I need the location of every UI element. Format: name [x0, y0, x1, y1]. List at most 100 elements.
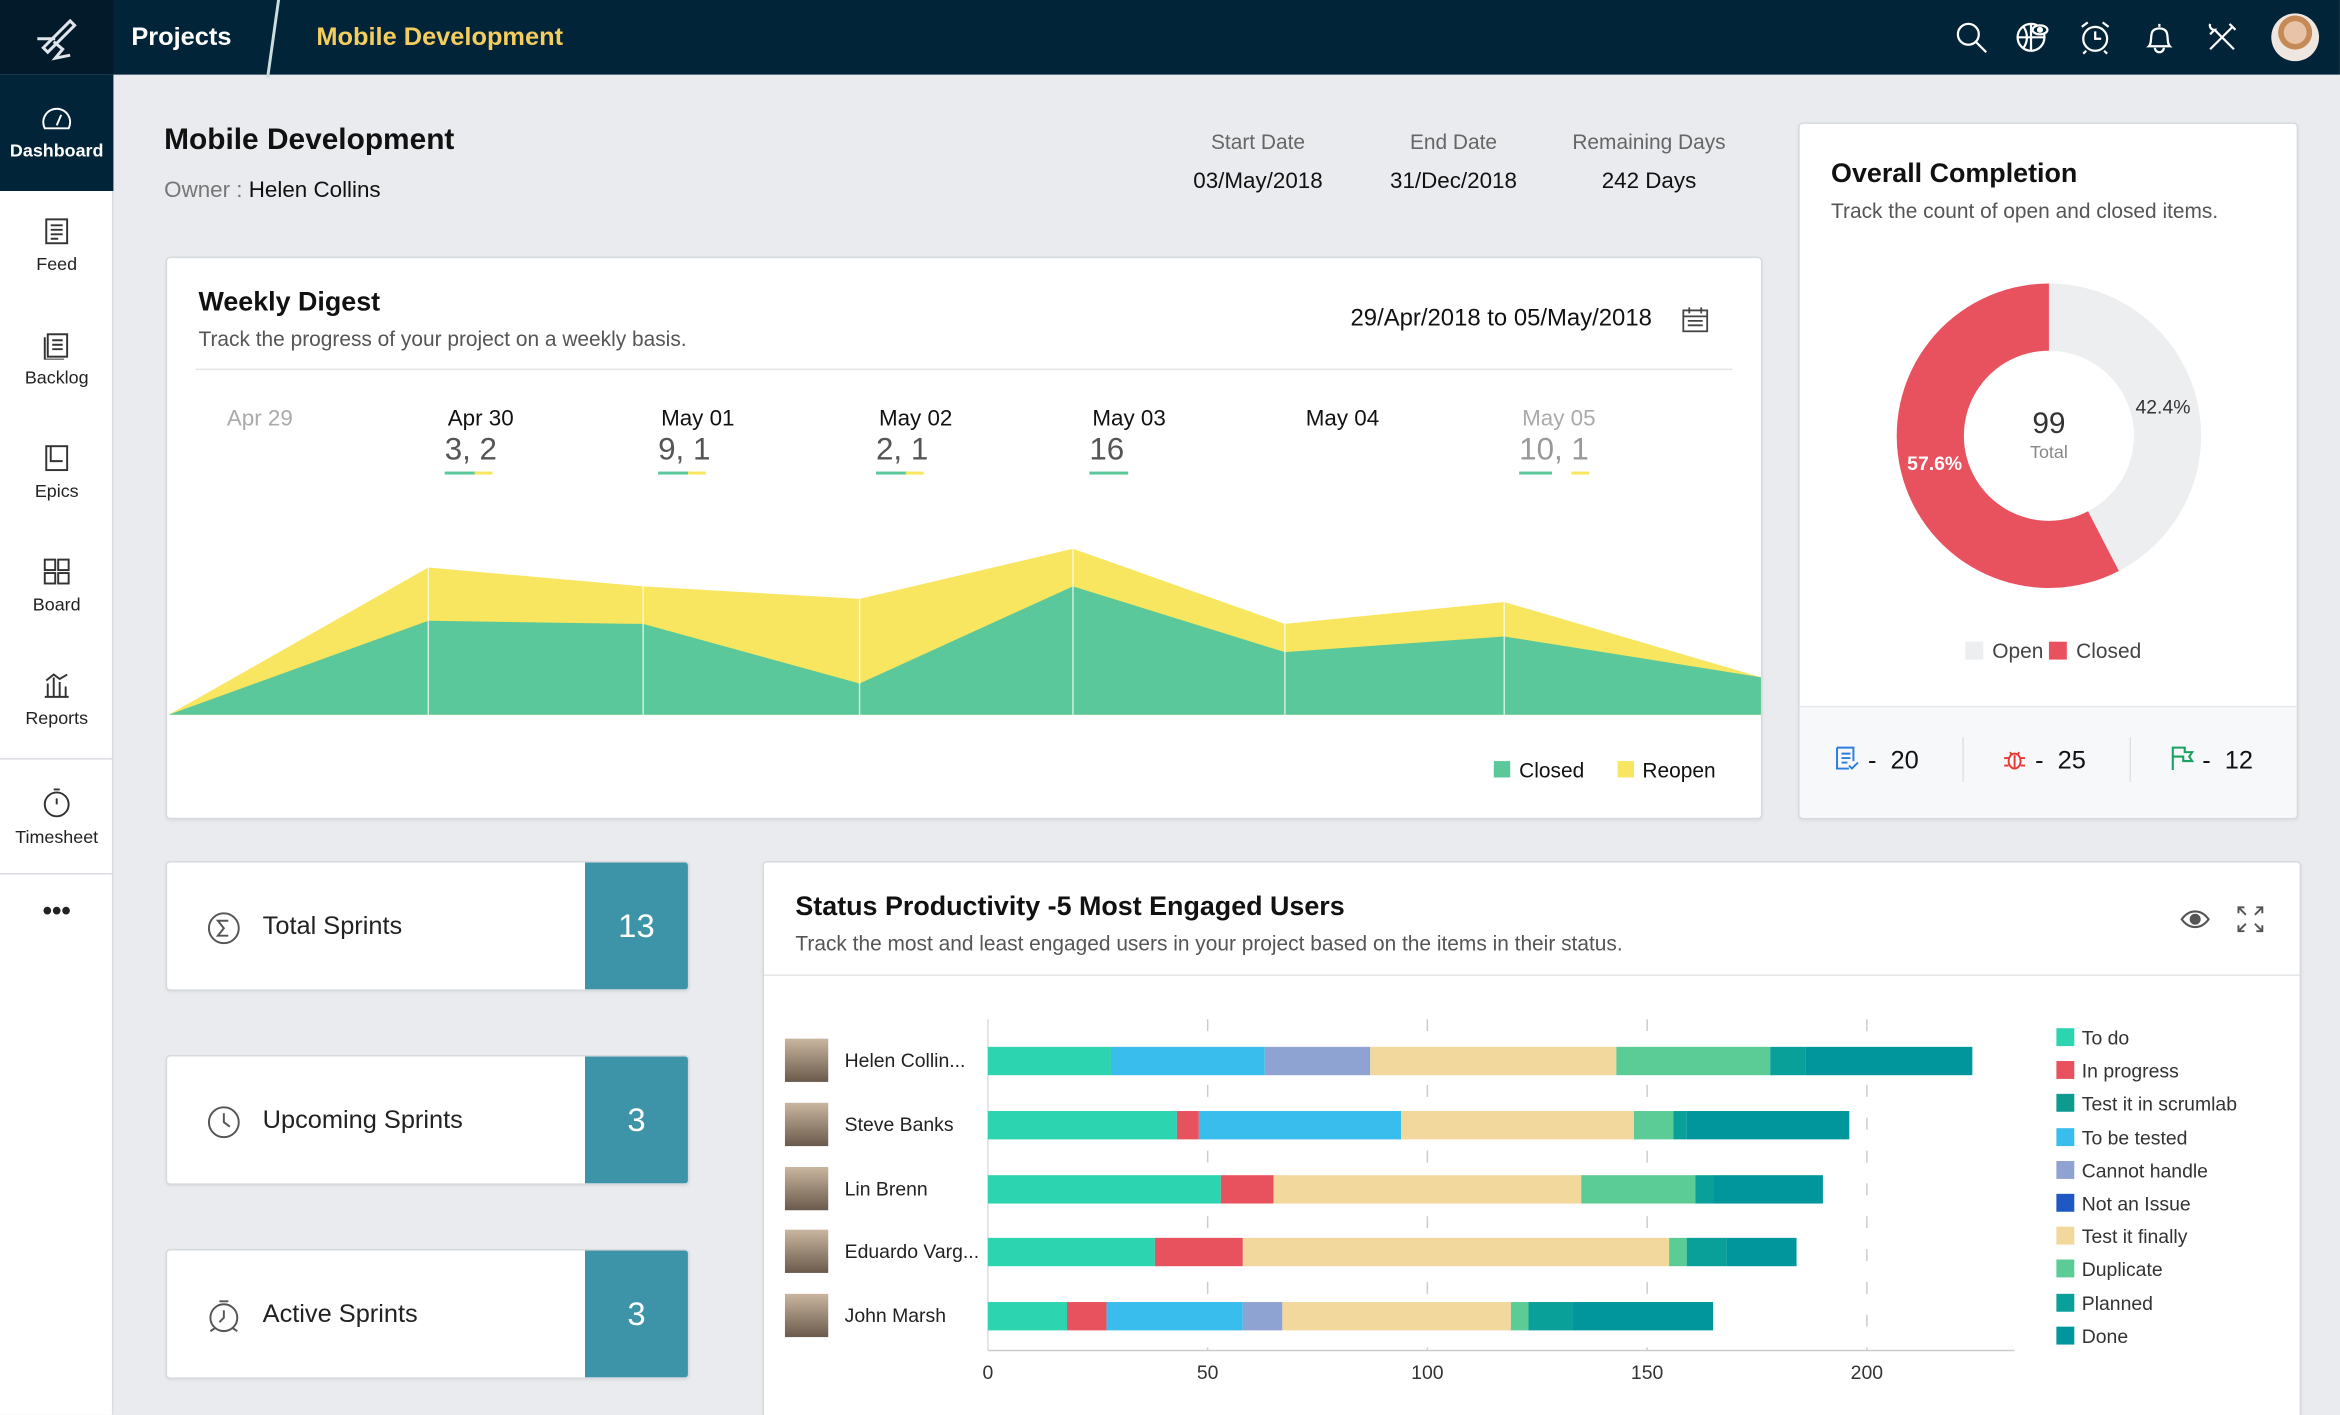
legend-label: To be tested	[2081, 1126, 2188, 1149]
bar-segment-in-progress[interactable]	[1154, 1237, 1243, 1267]
bar-segment-test-it-finally[interactable]	[1282, 1302, 1511, 1331]
legend-label: Done	[2081, 1324, 2129, 1348]
projects-link[interactable]: Projects	[131, 22, 232, 51]
eye-icon[interactable]	[2179, 906, 2212, 933]
bell-icon[interactable]	[2140, 18, 2179, 57]
bar-segment-to-do[interactable]	[987, 1175, 1221, 1204]
bar-segment-done[interactable]	[1713, 1175, 1823, 1204]
bar-segment-cannot-handle[interactable]	[1242, 1302, 1283, 1331]
stat-tasks[interactable]: - 20	[1834, 745, 1919, 776]
legend-item[interactable]: Test it in scrumlab	[2056, 1093, 2237, 1115]
bar-segment-duplicate[interactable]	[1633, 1111, 1674, 1140]
legend-item[interactable]: Planned	[2056, 1292, 2153, 1314]
stopwatch-icon	[43, 788, 70, 818]
donut-slice-closed[interactable]	[1896, 283, 2119, 588]
bar-segment-in-progress[interactable]	[1220, 1175, 1274, 1204]
reports-icon	[44, 673, 69, 698]
tools-icon[interactable]	[2203, 18, 2242, 57]
bar-segment-done[interactable]	[1805, 1046, 1973, 1076]
bar-segment-planned[interactable]	[1695, 1175, 1714, 1204]
legend-swatch-closed	[1493, 761, 1511, 778]
sidebar-item-label: Board	[32, 593, 81, 615]
milestone-flag-icon	[2171, 746, 2195, 771]
bar-segment-planned[interactable]	[1770, 1046, 1806, 1076]
bugs-count: 25	[2057, 746, 2086, 775]
upcoming-sprints-card[interactable]: Upcoming Sprints 3	[165, 1055, 690, 1185]
separator: -	[2202, 746, 2211, 775]
sidebar-item-dashboard[interactable]: Dashboard	[0, 74, 114, 192]
active-sprints-card[interactable]: Active Sprints 3	[165, 1249, 690, 1379]
bar-segment-to-be-tested[interactable]	[1106, 1302, 1243, 1331]
range-to: 05/May/2018	[1513, 305, 1652, 332]
sidebar-item-label: Backlog	[24, 367, 89, 388]
sidebar-item-backlog[interactable]: Backlog	[0, 330, 113, 388]
legend-label: Planned	[2081, 1291, 2153, 1315]
sidebar-item-board[interactable]: Board	[0, 557, 113, 615]
sidebar-item-timesheet[interactable]: Timesheet	[0, 786, 113, 848]
bar-segment-in-progress[interactable]	[1067, 1302, 1107, 1331]
sidebar-item-reports[interactable]: Reports	[0, 670, 113, 728]
legend-item[interactable]: Done	[2056, 1325, 2128, 1347]
legend-item[interactable]: To be tested	[2056, 1126, 2187, 1148]
donut-slice-open[interactable]	[2048, 283, 2202, 571]
more-menu-button[interactable]: •••	[42, 895, 71, 926]
expand-icon[interactable]	[2235, 904, 2265, 934]
separator: -	[2035, 746, 2044, 775]
bar-segment-planned[interactable]	[1686, 1237, 1727, 1267]
task-list-icon	[1836, 746, 1859, 770]
reopen-underline	[905, 471, 924, 475]
bar-segment-done[interactable]	[1726, 1237, 1797, 1267]
bar-segment-to-do[interactable]	[987, 1046, 1111, 1076]
bar-segment-done[interactable]	[1572, 1302, 1714, 1331]
bar-segment-planned[interactable]	[1673, 1111, 1687, 1140]
bar-segment-to-do[interactable]	[987, 1111, 1177, 1140]
legend-item[interactable]: Cannot handle	[2056, 1159, 2208, 1182]
user-name: Lin Brenn	[844, 1177, 928, 1200]
bar-segment-test-it-finally[interactable]	[1401, 1111, 1634, 1140]
end-date-label: End Date	[1409, 129, 1498, 154]
bar-segment-done[interactable]	[1686, 1111, 1850, 1140]
total-sprints-card[interactable]: Total Sprints 13	[165, 861, 690, 991]
donut-total: 99	[2032, 407, 2066, 441]
sigma-icon	[207, 912, 240, 945]
bar-segment-test-it-finally[interactable]	[1370, 1046, 1617, 1076]
bar-segment-in-progress[interactable]	[1176, 1111, 1199, 1140]
legend-item[interactable]: Not an Issue	[2056, 1192, 2191, 1215]
legend-item[interactable]: To do	[2056, 1027, 2129, 1049]
bar-segment-cannot-handle[interactable]	[1264, 1046, 1371, 1076]
bar-segment-test-it-finally[interactable]	[1242, 1237, 1670, 1267]
remaining-days-value: 242 Days	[1601, 168, 1697, 194]
calendar-icon[interactable]	[1682, 306, 1709, 333]
bar-segment-to-do[interactable]	[987, 1237, 1155, 1267]
bar-segment-duplicate[interactable]	[1510, 1302, 1529, 1331]
bar-segment-duplicate[interactable]	[1616, 1046, 1771, 1076]
logo-icon[interactable]	[0, 0, 114, 75]
search-icon[interactable]	[1952, 18, 1991, 57]
breadcrumb-current[interactable]: Mobile Development	[316, 22, 564, 51]
donut-total-label: Total	[2029, 441, 2068, 463]
legend-item[interactable]: In progress	[2056, 1060, 2179, 1082]
date-range[interactable]: 29/Apr/2018 to 05/May/2018	[1351, 306, 1652, 333]
milestones-count: 12	[2224, 746, 2254, 775]
legend-item[interactable]: Duplicate	[2056, 1259, 2163, 1281]
area-closed	[168, 586, 1761, 715]
x-tick-label: 50	[1196, 1360, 1219, 1384]
sidebar-item-label: Timesheet	[15, 826, 99, 848]
user-avatar[interactable]	[2271, 13, 2320, 62]
bar-segment-to-be-tested[interactable]	[1198, 1111, 1402, 1140]
globe-eye-icon[interactable]	[2013, 18, 2052, 57]
sidebar-item-epics[interactable]: Epics	[0, 443, 113, 501]
page-title: Mobile Development	[164, 123, 455, 157]
bar-segment-to-do[interactable]	[987, 1302, 1068, 1331]
stat-bugs[interactable]: - 25	[2001, 745, 2086, 776]
bar-segment-test-it-finally[interactable]	[1273, 1175, 1582, 1204]
sidebar-item-feed[interactable]: Feed	[0, 216, 113, 275]
bar-segment-duplicate[interactable]	[1581, 1175, 1696, 1204]
stat-milestones[interactable]: - 12	[2168, 745, 2253, 776]
bar-segment-planned[interactable]	[1528, 1302, 1573, 1331]
alarm-clock-icon[interactable]	[2076, 18, 2115, 57]
bar-segment-to-be-tested[interactable]	[1110, 1046, 1265, 1076]
legend-item[interactable]: Test it finally	[2056, 1225, 2187, 1248]
bar-segment-duplicate[interactable]	[1669, 1237, 1687, 1267]
